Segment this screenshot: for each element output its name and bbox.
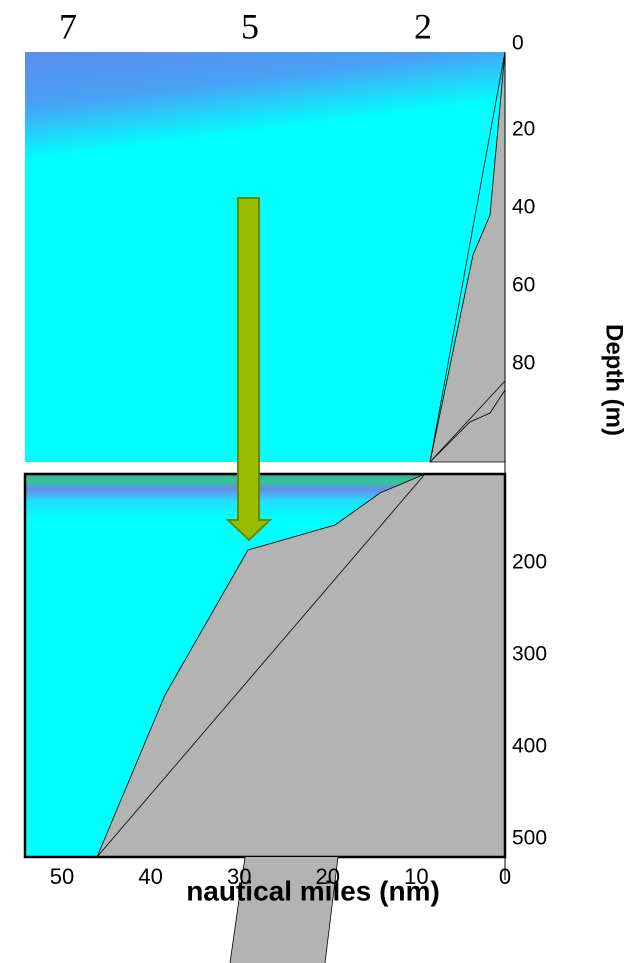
station-label: 2 <box>414 6 432 46</box>
x-tick-label: 30 <box>227 864 251 889</box>
x-tick-label: 50 <box>50 864 74 889</box>
x-label: nautical miles (nm) <box>186 875 440 906</box>
x-tick-label: 10 <box>404 864 428 889</box>
depth-tick-label: 400 <box>512 735 547 758</box>
x-tick-label: 0 <box>499 864 511 889</box>
upper-shade <box>25 52 505 252</box>
depth-tick-label: 200 <box>512 551 547 574</box>
x-tick-label: 40 <box>138 864 162 889</box>
depth-tick-label: 500 <box>512 827 547 850</box>
depth-tick-label: 20 <box>512 118 535 141</box>
depth-tick-label: 80 <box>512 352 535 375</box>
depth-tick-label: 0 <box>512 32 524 55</box>
station-label: 7 <box>59 6 77 46</box>
figure: Depth (m) nautical miles (nm) 7520204060… <box>0 0 629 963</box>
y-label: Depth (m) <box>601 324 628 436</box>
station-label: 5 <box>241 6 259 46</box>
depth-tick-label: 60 <box>512 274 535 297</box>
depth-tick-label: 40 <box>512 196 535 219</box>
page: {"station_labels":["7","5","2"], "upper_… <box>0 0 629 963</box>
depth-tick-label: 300 <box>512 643 547 666</box>
x-tick-label: 20 <box>316 864 340 889</box>
